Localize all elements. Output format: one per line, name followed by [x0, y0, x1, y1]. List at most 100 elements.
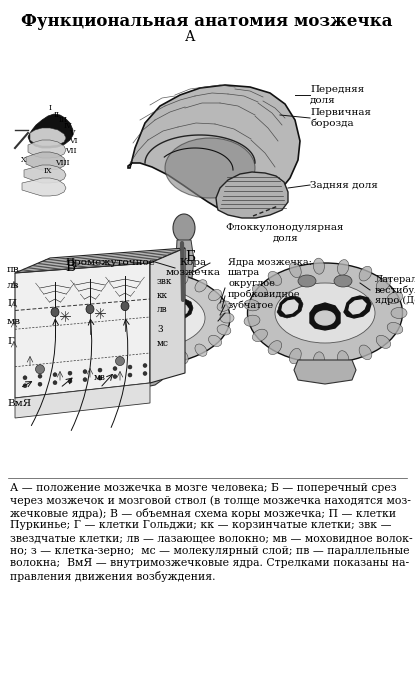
Ellipse shape — [217, 325, 231, 335]
Ellipse shape — [387, 292, 403, 304]
Ellipse shape — [75, 284, 88, 296]
Text: мв: мв — [94, 374, 106, 382]
Text: Задняя доля: Задняя доля — [310, 180, 378, 189]
Text: II: II — [54, 111, 60, 119]
Ellipse shape — [112, 353, 123, 366]
Text: VIII: VIII — [55, 159, 69, 167]
Ellipse shape — [134, 267, 144, 281]
Ellipse shape — [337, 260, 349, 275]
Ellipse shape — [391, 308, 407, 319]
Polygon shape — [176, 240, 194, 300]
Text: Передняя
доля: Передняя доля — [310, 85, 364, 104]
Ellipse shape — [337, 351, 349, 366]
Ellipse shape — [134, 355, 144, 369]
Text: Промежуточное: Промежуточное — [65, 258, 155, 267]
Polygon shape — [100, 304, 116, 316]
Polygon shape — [15, 263, 150, 398]
Ellipse shape — [268, 271, 282, 285]
Text: жечковые ядра); В — объемная схема коры мозжечка; П — клетки: жечковые ядра); В — объемная схема коры … — [10, 508, 396, 519]
Ellipse shape — [289, 348, 301, 363]
Text: Пуркинье; Г — клетки Гольджи; кк — корзинчатые клетки; звк —: Пуркинье; Г — клетки Гольджи; кк — корзи… — [10, 521, 391, 530]
Ellipse shape — [195, 280, 207, 292]
Ellipse shape — [115, 357, 124, 365]
Text: мв: мв — [7, 317, 21, 325]
Ellipse shape — [244, 315, 260, 326]
Ellipse shape — [113, 367, 117, 371]
Polygon shape — [128, 85, 300, 212]
Ellipse shape — [289, 262, 301, 277]
Ellipse shape — [220, 313, 234, 323]
Ellipse shape — [195, 344, 207, 357]
Ellipse shape — [298, 275, 316, 287]
Ellipse shape — [92, 276, 103, 288]
Text: пв: пв — [7, 266, 20, 275]
Text: кк: кк — [157, 290, 168, 300]
Text: А — положение мозжечка в мозге человека; Б — поперечный срез: А — положение мозжечка в мозге человека;… — [10, 483, 397, 493]
Polygon shape — [15, 383, 150, 418]
Ellipse shape — [113, 374, 117, 378]
Ellipse shape — [63, 295, 76, 306]
Ellipse shape — [92, 348, 103, 360]
Ellipse shape — [23, 384, 27, 388]
Polygon shape — [173, 304, 189, 316]
Ellipse shape — [156, 268, 167, 282]
Polygon shape — [168, 299, 193, 320]
Text: IV: IV — [64, 122, 72, 130]
Ellipse shape — [86, 304, 94, 314]
Polygon shape — [15, 248, 185, 273]
Ellipse shape — [112, 270, 123, 283]
Ellipse shape — [57, 307, 71, 317]
Ellipse shape — [177, 273, 188, 285]
Text: В: В — [65, 260, 75, 274]
Ellipse shape — [359, 266, 372, 281]
Ellipse shape — [334, 275, 352, 287]
Ellipse shape — [268, 340, 282, 355]
Ellipse shape — [313, 258, 325, 274]
Text: V: V — [69, 129, 75, 137]
Text: Латеральное
вестибулярное
ядро (Дейтерса): Латеральное вестибулярное ядро (Дейтерса… — [375, 275, 415, 305]
Ellipse shape — [83, 378, 87, 382]
Ellipse shape — [53, 373, 57, 377]
Ellipse shape — [359, 345, 372, 360]
Ellipse shape — [68, 379, 72, 383]
Polygon shape — [216, 172, 288, 218]
Text: I: I — [49, 104, 51, 112]
Text: Г: Г — [7, 336, 14, 346]
Ellipse shape — [23, 376, 27, 380]
Text: ВмЯ: ВмЯ — [7, 399, 31, 407]
Ellipse shape — [38, 374, 42, 378]
Ellipse shape — [244, 300, 260, 311]
Ellipse shape — [156, 354, 167, 368]
Ellipse shape — [68, 371, 72, 375]
Ellipse shape — [53, 380, 57, 384]
Ellipse shape — [209, 335, 222, 346]
Text: мс: мс — [157, 340, 169, 348]
Ellipse shape — [313, 352, 325, 368]
Text: 3: 3 — [157, 325, 163, 334]
Polygon shape — [22, 178, 66, 196]
Polygon shape — [282, 300, 298, 314]
Ellipse shape — [143, 372, 147, 376]
Ellipse shape — [131, 317, 139, 323]
Ellipse shape — [83, 370, 87, 374]
Ellipse shape — [143, 363, 147, 367]
Text: через мозжечок и мозговой ствол (в толще мозжечка находятся моз-: через мозжечок и мозговой ствол (в толще… — [10, 496, 411, 506]
Text: Кора
мозжечка: Кора мозжечка — [166, 258, 220, 277]
Ellipse shape — [141, 317, 149, 323]
Text: IX: IX — [44, 167, 52, 175]
Ellipse shape — [315, 311, 335, 325]
Ellipse shape — [51, 308, 59, 317]
Text: лв: лв — [7, 281, 20, 290]
Ellipse shape — [98, 376, 102, 380]
Text: лв: лв — [157, 306, 168, 315]
Ellipse shape — [75, 340, 88, 352]
Ellipse shape — [376, 336, 391, 348]
Polygon shape — [28, 140, 66, 158]
Ellipse shape — [85, 287, 205, 349]
Polygon shape — [310, 303, 340, 330]
Text: Первичная
борозда: Первичная борозда — [310, 108, 371, 128]
Ellipse shape — [247, 263, 403, 363]
Polygon shape — [95, 299, 120, 320]
Ellipse shape — [36, 365, 44, 374]
Text: Функциональная анатомия мозжечка: Функциональная анатомия мозжечка — [21, 13, 393, 30]
